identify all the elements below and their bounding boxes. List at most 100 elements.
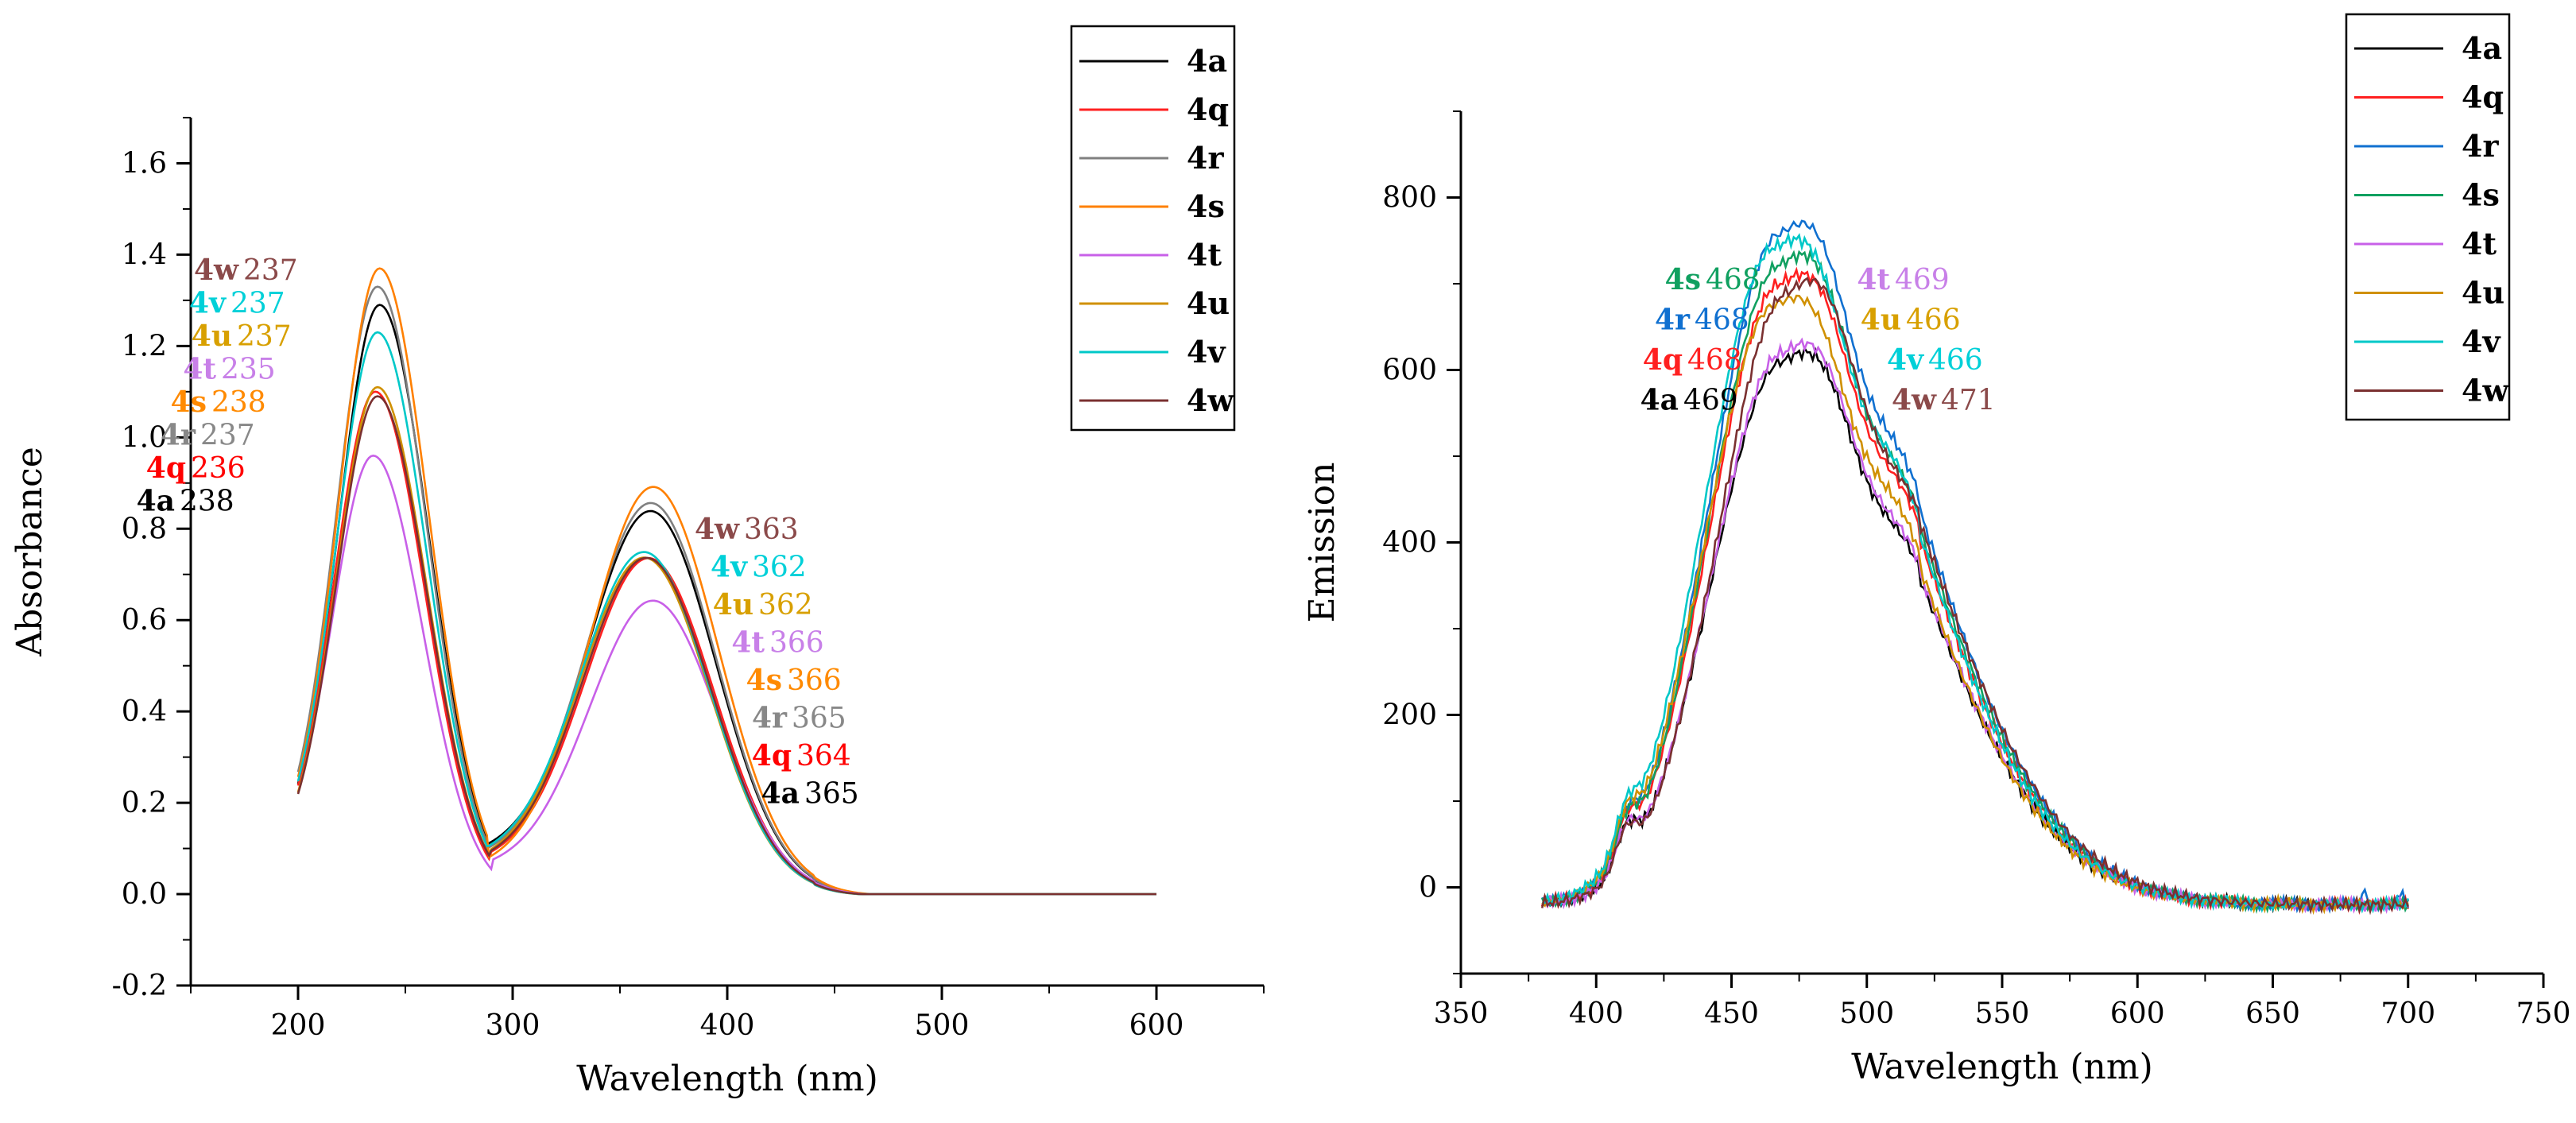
annotation-label: 4s [746,664,782,697]
x-tick-label: 500 [915,1009,970,1042]
legend-label: 4q [1187,91,1229,127]
annotation-label: 4u [1861,304,1901,337]
annotation-value: 362 [752,552,807,584]
annotation-label: 4w [194,254,239,287]
x-tick-label: 600 [1129,1009,1184,1042]
annotation-value: 237 [200,420,255,452]
annotation-label: 4v [189,287,227,320]
legend-label: 4a [1187,43,1227,79]
legend-label: 4v [1187,334,1226,370]
legend-box [2345,13,2511,421]
annotation-label: 4a [761,777,800,811]
legend-label: 4t [1187,237,1222,273]
annotation-label: 4v [1887,343,1924,377]
absorbance-chart: 200 300 400 500 600 -0.2 0.0 0.2 0.4 0.6 0.8 1.0 1.2… [10,25,1265,1099]
y-tick-label: 0.2 [122,787,167,819]
legend-box [1070,25,1236,432]
y-tick-label: 0.8 [122,513,167,545]
series-line-4a [1541,345,2409,914]
annotation-value: 364 [796,740,851,773]
annotation-label: 4a [1641,384,1679,417]
annotation-value: 363 [744,513,799,546]
y-tick-label: 200 [1382,699,1437,732]
annotation-value: 237 [243,254,298,287]
annotation-value: 237 [237,320,292,353]
legend-label: 4r [2462,128,2499,164]
legend-label: 4w [1187,382,1234,418]
annotation-label: 4u [192,319,232,353]
x-tick-label: 300 [486,1009,540,1042]
x-tick-label: 600 [2110,997,2165,1030]
legend-label: 4q [2462,79,2504,115]
x-tick-label: 700 [2380,997,2435,1030]
y-tick-label: 1.4 [122,238,167,271]
annotation-value: 466 [1928,344,1983,377]
annotation-value: 237 [230,288,285,320]
y-tick-label: 1.0 [122,421,167,454]
x-tick-label: 350 [1434,997,1489,1030]
annotation-value: 365 [792,703,846,735]
x-axis-title: Wavelength (nm) [576,1059,878,1099]
annotation-value: 466 [1906,304,1961,337]
y-tick-label: 0.4 [122,695,167,728]
annotation-value: 469 [1895,264,1950,296]
y-tick-label: 800 [1382,182,1437,215]
annotation-label: 4q [146,451,186,485]
series-line-4u [296,385,1156,896]
y-tick-label: 600 [1382,354,1437,387]
series-line-4t [1541,337,2409,914]
annotation-label: 4u [713,588,753,622]
annotation-value: 362 [758,589,813,622]
annotation-label: 4v [711,551,748,584]
annotation-label: 4q [752,739,792,773]
legend-label: 4t [2462,226,2497,261]
legend-label: 4a [2462,30,2502,66]
annotation-label: 4t [183,353,216,386]
annotation-label: 4s [1665,263,1701,296]
legend-label: 4u [2462,275,2504,311]
y-tick-label: 0.0 [122,878,167,911]
annotation-value: 468 [1706,264,1761,296]
y-tick-label: 1.2 [122,330,167,362]
annotation-label: 4s [171,385,207,419]
annotation-value: 365 [804,778,859,811]
y-tick-label: 1.6 [122,147,167,180]
y-tick-label: 0.6 [122,604,167,637]
x-tick-label: 200 [271,1009,326,1042]
x-tick-label: 650 [2245,997,2300,1030]
series-line-4w [296,395,1156,896]
y-axis-title: Emission [1302,463,1342,623]
x-tick-label: 400 [700,1009,755,1042]
x-tick-label: 550 [1975,997,2030,1030]
annotation-label: 4t [731,626,765,660]
annotation-value: 468 [1695,304,1749,337]
annotation-label: 4q [1643,343,1683,377]
annotation-label: 4r [1655,304,1691,337]
annotation-value: 471 [1941,385,1996,417]
annotation-value: 366 [787,664,842,697]
annotation-value: 366 [769,627,824,660]
series-line-4w [1540,277,2410,916]
legend-label: 4s [1187,188,1225,224]
annotation-label: 4t [1857,263,1890,296]
y-tick-label: 400 [1382,527,1437,560]
y-axis-title: Absorbance [10,447,50,656]
y-tick-label: -0.2 [112,970,167,1002]
legend-label: 4v [2462,323,2501,359]
annotation-value: 235 [221,354,276,386]
y-tick-label: 0 [1419,872,1437,904]
annotation-value: 469 [1683,385,1738,417]
legend-label: 4w [2462,373,2509,409]
series-line-4q [296,390,1156,896]
x-tick-label: 750 [2516,997,2571,1030]
annotation-label: 4a [137,485,175,518]
x-tick-label: 450 [1704,997,1759,1030]
annotation-value: 468 [1687,344,1742,377]
annotation-label: 4w [695,513,740,546]
annotation-label: 4w [1892,384,1937,417]
annotation-label: 4r [752,702,788,735]
legend-label: 4r [1187,140,1224,176]
x-tick-label: 400 [1569,997,1624,1030]
